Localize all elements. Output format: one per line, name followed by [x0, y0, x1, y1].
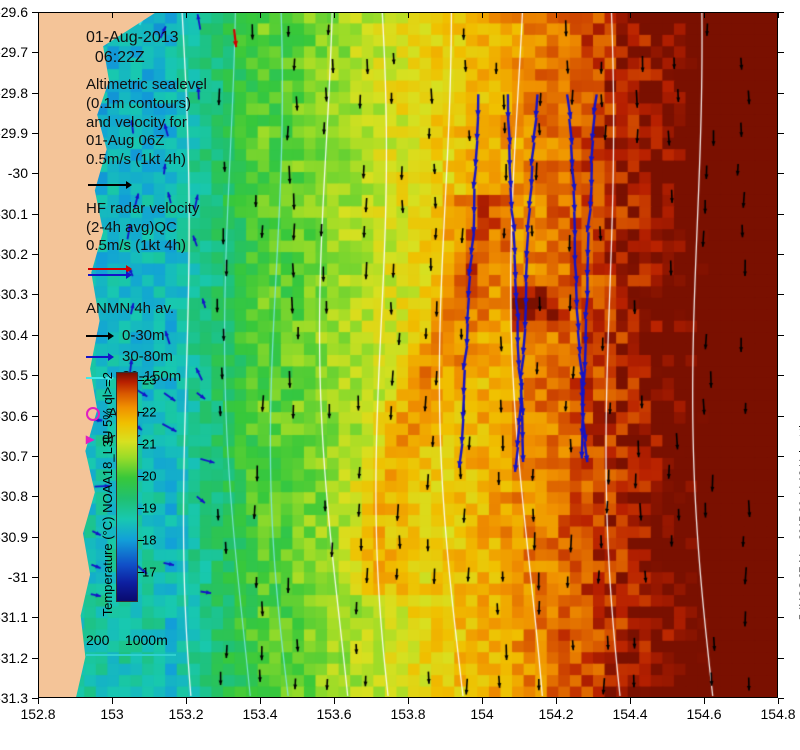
- y-axis-label: -31.2: [0, 650, 28, 666]
- y-axis-right-tick: [778, 375, 784, 376]
- legend-altimetry-text: Altimetric sealevel (0.1m contours) and ve…: [86, 76, 336, 170]
- x-axis-label: 153.2: [168, 706, 203, 722]
- x-axis-tick: [408, 698, 409, 704]
- y-axis-right-tick: [778, 254, 784, 255]
- y-axis-tick: [32, 617, 38, 618]
- x-axis-top-tick: [408, 12, 409, 18]
- x-axis-label: 154.2: [538, 706, 573, 722]
- y-axis-right-tick: [778, 12, 784, 13]
- y-axis-tick: [32, 416, 38, 417]
- ocean-temperature-raster: 01-Aug-2013 06:22Z Altimetric sealevel (0…: [38, 12, 778, 698]
- y-axis-right-tick: [778, 416, 784, 417]
- y-axis-tick: [32, 658, 38, 659]
- y-axis-tick: [32, 133, 38, 134]
- legend-anmn-title: ANMN 4h av.: [86, 300, 336, 319]
- x-axis-tick: [334, 698, 335, 704]
- x-axis-tick: [186, 698, 187, 704]
- x-axis-tick: [38, 698, 39, 704]
- y-axis-right-tick: [778, 456, 784, 457]
- y-axis-label: -30.2: [0, 246, 28, 262]
- y-axis-label: -31.1: [0, 609, 28, 625]
- x-axis-top-tick: [630, 12, 631, 18]
- x-axis-tick: [260, 698, 261, 704]
- y-axis-right-tick: [778, 698, 784, 699]
- y-axis-tick: [32, 577, 38, 578]
- x-axis-label: 153.4: [242, 706, 277, 722]
- x-axis-label: 152.8: [20, 706, 55, 722]
- y-axis-right-tick: [778, 537, 784, 538]
- y-axis-label: -29.9: [0, 125, 28, 141]
- y-axis-label: -30.3: [0, 286, 28, 302]
- x-axis-top-tick: [334, 12, 335, 18]
- colorbar-legend: Temperature (°C) NOAA18_L3U 5% ql>=2 23 …: [86, 352, 226, 652]
- y-axis-label: -29.6: [0, 4, 28, 20]
- x-axis-tick: [482, 698, 483, 704]
- y-axis-tick: [32, 375, 38, 376]
- x-axis-label: 154.8: [760, 706, 795, 722]
- y-axis-label: -30.7: [0, 448, 28, 464]
- y-axis-right-tick: [778, 617, 784, 618]
- y-axis-right-tick: [778, 335, 784, 336]
- y-axis-tick: [32, 254, 38, 255]
- x-axis-top-tick: [186, 12, 187, 18]
- x-axis-top-tick: [556, 12, 557, 18]
- y-axis-right-tick: [778, 173, 784, 174]
- y-axis-right-tick: [778, 133, 784, 134]
- temperature-colorbar: [116, 372, 138, 602]
- y-axis-right-tick: [778, 214, 784, 215]
- legend-anmn-item-0: 0-30m: [86, 327, 336, 346]
- x-axis-label: 154.4: [612, 706, 647, 722]
- y-axis-tick: [32, 456, 38, 457]
- legend-altimetry-arrow: [86, 178, 336, 192]
- y-axis-tick: [32, 335, 38, 336]
- y-axis-tick: [32, 496, 38, 497]
- y-axis-tick: [32, 173, 38, 174]
- y-axis-tick: [32, 214, 38, 215]
- legend-hfradar-arrow: [86, 264, 336, 280]
- x-axis-label: 153: [100, 706, 123, 722]
- x-axis-tick: [630, 698, 631, 704]
- x-axis-label: 153.8: [390, 706, 425, 722]
- y-axis-right-tick: [778, 294, 784, 295]
- y-axis-label: -30.6: [0, 408, 28, 424]
- y-axis-tick: [32, 294, 38, 295]
- x-axis-label: 154: [470, 706, 493, 722]
- y-axis-right-tick: [778, 496, 784, 497]
- y-axis-tick: [32, 52, 38, 53]
- x-axis-tick: [704, 698, 705, 704]
- y-axis-label: -31: [0, 569, 28, 585]
- sst-current-map: 01-Aug-2013 06:22Z Altimetric sealevel (0…: [0, 0, 800, 750]
- y-axis-label: -30.4: [0, 327, 28, 343]
- y-axis-label: -30: [0, 165, 28, 181]
- y-axis-label: -30.5: [0, 367, 28, 383]
- x-axis-top-tick: [704, 12, 705, 18]
- y-axis-right-tick: [778, 577, 784, 578]
- y-axis-right-tick: [778, 52, 784, 53]
- depth-contour-legend: 200 1000m: [86, 632, 176, 656]
- y-axis-label: -29.8: [0, 85, 28, 101]
- y-axis-label: -30.8: [0, 488, 28, 504]
- x-axis-top-tick: [482, 12, 483, 18]
- x-axis-top-tick: [260, 12, 261, 18]
- y-axis-label: -30.9: [0, 529, 28, 545]
- x-axis-tick: [112, 698, 113, 704]
- x-axis-tick: [556, 698, 557, 704]
- y-axis-label: -29.7: [0, 44, 28, 60]
- y-axis-label: -30.1: [0, 206, 28, 222]
- y-axis-tick: [32, 537, 38, 538]
- legend-date: 01-Aug-2013 06:22Z: [86, 28, 336, 68]
- depth-contour-line: [86, 654, 176, 656]
- x-axis-label: 154.6: [686, 706, 721, 722]
- y-axis-right-tick: [778, 658, 784, 659]
- x-axis-top-tick: [112, 12, 113, 18]
- y-axis-tick: [32, 93, 38, 94]
- y-axis-right-tick: [778, 93, 784, 94]
- y-axis-label: -31.3: [0, 690, 28, 706]
- colorbar-title-label: Temperature (°C) NOAA18_L3U 5% ql>=2: [100, 372, 115, 616]
- legend-hfradar-text: HF radar velocity (2-4h avg)QC 0.5m/s (1kt…: [86, 200, 336, 256]
- x-axis-top-tick: [38, 12, 39, 18]
- x-axis-label: 153.6: [316, 706, 351, 722]
